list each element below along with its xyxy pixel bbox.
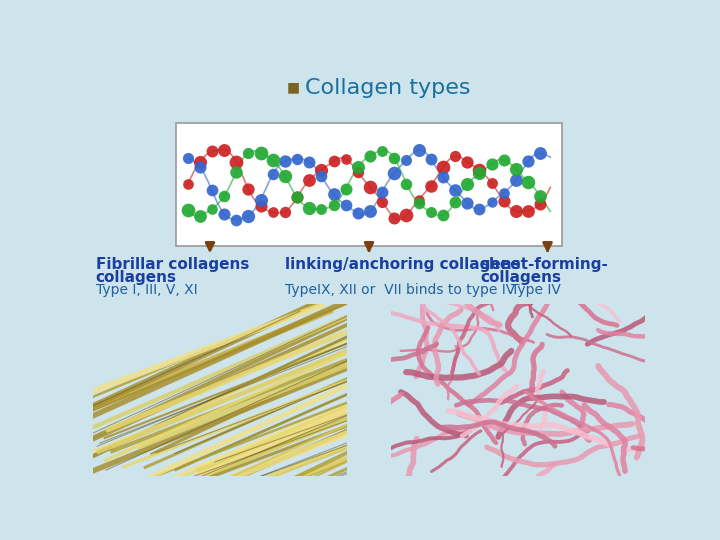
Text: collagens: collagens — [481, 270, 562, 285]
FancyBboxPatch shape — [176, 123, 562, 246]
Text: Type I, III, V, XI: Type I, III, V, XI — [96, 283, 197, 297]
Text: Fibrillar collagens: Fibrillar collagens — [96, 257, 249, 272]
Text: Collagen types: Collagen types — [305, 78, 470, 98]
Text: TypeIX, XII or  VII binds to type IV: TypeIX, XII or VII binds to type IV — [285, 283, 516, 297]
Text: Type IV: Type IV — [511, 283, 561, 297]
Text: collagens: collagens — [96, 270, 176, 285]
Text: linking/anchoring collagens: linking/anchoring collagens — [285, 257, 521, 272]
Text: sheet-forming-: sheet-forming- — [481, 257, 608, 272]
Text: ■: ■ — [287, 80, 305, 94]
